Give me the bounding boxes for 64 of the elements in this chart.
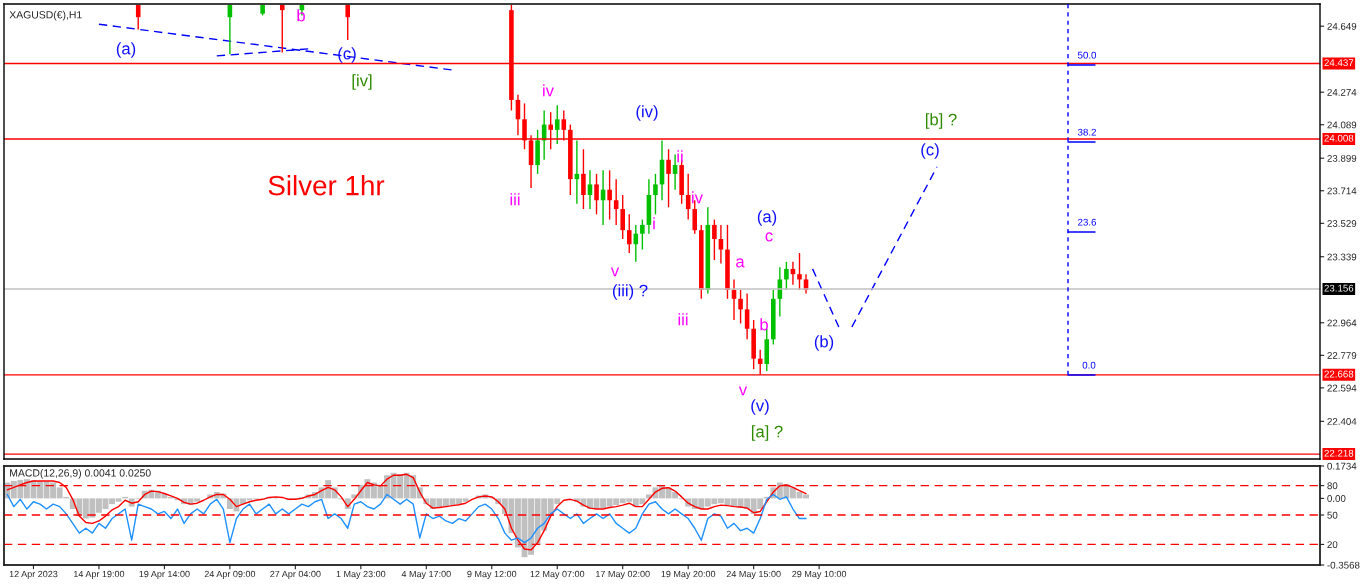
annotation: [b] ? bbox=[925, 113, 957, 129]
y-tick-label: 23.339 bbox=[1327, 253, 1357, 261]
annotation: b bbox=[297, 9, 305, 22]
x-tick-label: 12 Apr 2023 bbox=[9, 570, 58, 579]
annotation: (iv) bbox=[636, 105, 658, 121]
y-tick-label: 0.00 bbox=[1327, 495, 1346, 502]
annotation: iv bbox=[692, 191, 703, 204]
annotation: (iii) ? bbox=[612, 284, 648, 300]
y-tick-label: 22.404 bbox=[1327, 418, 1357, 425]
y2-tick-label: 20 bbox=[1327, 541, 1338, 549]
annotation: (a) bbox=[116, 42, 136, 58]
annotation: [a] ? bbox=[751, 425, 783, 441]
ref-line-label: 24.008 bbox=[1324, 134, 1354, 142]
annotation: Silver 1hr bbox=[268, 175, 385, 196]
annotation: b bbox=[760, 318, 768, 331]
x-tick-label: 24 Apr 09:00 bbox=[204, 570, 256, 579]
annotation: c bbox=[765, 232, 773, 242]
y-tick-label: 24.649 bbox=[1327, 22, 1357, 30]
y2-tick-label: 50 bbox=[1327, 511, 1338, 519]
ref-line-label: 23.156 bbox=[1324, 284, 1354, 292]
x-tick-label: 12 May 07:00 bbox=[530, 570, 585, 579]
x-tick-label: 9 May 12:00 bbox=[467, 570, 517, 579]
ref-line-label: 22.218 bbox=[1324, 449, 1354, 457]
annotation: v bbox=[610, 267, 620, 277]
y-tick-label: 22.779 bbox=[1327, 352, 1357, 359]
annotation: (a) bbox=[757, 210, 777, 226]
y-tick-label: 24.274 bbox=[1327, 88, 1357, 96]
annotation: ii bbox=[677, 150, 683, 163]
annotation: iv bbox=[543, 84, 554, 97]
y-tick-label: -0.3568 bbox=[1327, 561, 1360, 569]
annotation: iii bbox=[510, 193, 520, 206]
annotation: a bbox=[736, 258, 745, 268]
x-tick-label: 27 Apr 04:00 bbox=[270, 570, 321, 579]
x-tick-label: 29 May 10:00 bbox=[792, 570, 847, 579]
ref-line-label: 24.437 bbox=[1324, 59, 1354, 67]
text: XAGUSD(€),H1 bbox=[9, 10, 82, 21]
annotation: 23.6 bbox=[1078, 218, 1097, 226]
y-tick-label: 23.714 bbox=[1327, 187, 1357, 195]
y-tick-label: 0.1734 bbox=[1327, 462, 1357, 470]
annotation: i bbox=[653, 217, 655, 230]
annotation: [iv] bbox=[352, 74, 372, 90]
annotation: (c) bbox=[921, 143, 939, 159]
y-tick-label: 23.899 bbox=[1327, 154, 1357, 162]
annotation: v bbox=[738, 386, 748, 396]
chart-title: MACD(12,26,9) 0.0041 0.0250 bbox=[10, 468, 151, 479]
annotation: (b) bbox=[814, 335, 834, 351]
annotation: (v) bbox=[751, 399, 769, 415]
x-tick-label: 4 May 17:00 bbox=[401, 570, 451, 579]
x-tick-label: 19 May 20:00 bbox=[661, 570, 716, 579]
annotation: 38.2 bbox=[1077, 128, 1096, 136]
y-tick-label: 22.594 bbox=[1327, 384, 1357, 392]
ref-line-label: 22.668 bbox=[1324, 370, 1354, 378]
y-tick-label: 22.964 bbox=[1327, 319, 1357, 327]
y2-tick-label: 80 bbox=[1327, 482, 1338, 490]
annotation: 0.0 bbox=[1082, 361, 1096, 369]
x-tick-label: 17 May 02:00 bbox=[596, 570, 650, 579]
annotation: iii bbox=[678, 313, 688, 326]
x-tick-label: 24 May 15:00 bbox=[726, 570, 781, 579]
x-tick-label: 14 Apr 19:00 bbox=[74, 570, 125, 579]
y-tick-label: 24.089 bbox=[1327, 121, 1357, 129]
annotation: 50.0 bbox=[1077, 51, 1097, 59]
x-tick-label: 19 Apr 14:00 bbox=[139, 570, 190, 579]
x-tick-label: 1 May 23:00 bbox=[336, 570, 386, 579]
y-tick-label: 23.529 bbox=[1327, 220, 1357, 227]
